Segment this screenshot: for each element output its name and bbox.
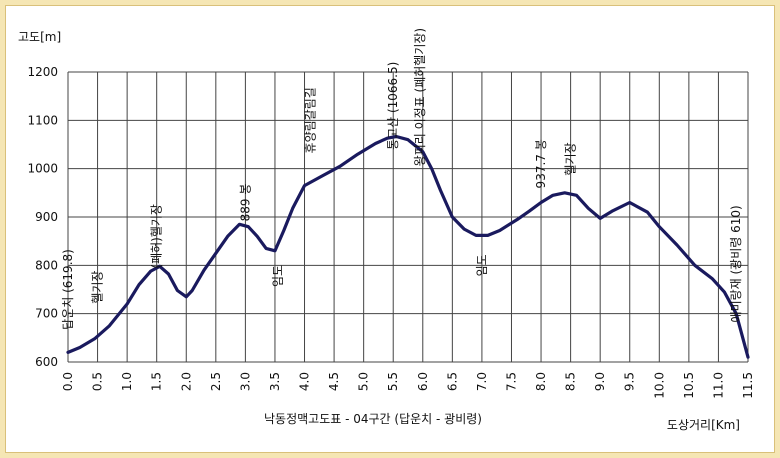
y-axis-label: 고도[m] (18, 30, 61, 44)
x-tick-label: 11.0 (711, 372, 725, 399)
x-tick-label: 7.5 (504, 372, 518, 391)
x-tick-label: 5.0 (357, 372, 371, 391)
y-tick-label: 600 (35, 355, 58, 369)
annotation-label: 답운치 (619.8) (61, 249, 75, 330)
y-tick-label: 700 (35, 307, 58, 321)
annotation-label: (폐허)헬기장 (150, 204, 164, 269)
annotation-label: 헬기장 (564, 142, 578, 175)
x-tick-label: 11.5 (741, 372, 755, 399)
annotation-label: 왕피리 이정표 (폐허헬기장) (413, 28, 427, 166)
y-tick-label: 1100 (27, 113, 58, 127)
x-tick-label: 6.0 (416, 372, 430, 391)
x-tick-label: 0.5 (91, 372, 105, 391)
chart-caption: 낙동정맥고도표 - 04구간 (답운치 - 광비령) (264, 412, 482, 426)
x-tick-label: 4.0 (298, 372, 312, 391)
y-tick-label: 900 (35, 210, 58, 224)
annotation-label: 889 봉 (238, 184, 252, 222)
x-tick-label: 5.5 (386, 372, 400, 391)
elevation-chart: 600 700 800 900 1000 1100 1200 0.0 0.5 1.0 1.5 2.0… (18, 28, 755, 432)
annotation-labels: 답운치 (619.8) 헬기장 (폐허)헬기장 889 봉임도 휴양림갈림길 통고산 (1… (61, 28, 743, 330)
x-tick-label: 10.0 (652, 372, 666, 399)
x-tick-label: 9.0 (593, 372, 607, 391)
annotation-label: 헬기장 (91, 271, 105, 304)
x-tick-label: 2.0 (179, 372, 193, 391)
x-tick-label: 4.5 (327, 372, 341, 391)
x-tick-label: 9.5 (623, 372, 637, 391)
x-tick-label: 3.5 (268, 372, 282, 391)
annotation-label: 애미랑재 (광비령 610) (729, 205, 743, 322)
annotation-label: 임도 (475, 254, 489, 276)
x-tick-label: 8.5 (564, 372, 578, 391)
x-axis-label: 도상거리[Km] (667, 418, 740, 432)
y-tick-label: 800 (35, 258, 58, 272)
x-tick-label: 8.0 (534, 372, 548, 391)
x-tick-label: 10.5 (682, 372, 696, 399)
annotation-label: 휴양림갈림길 (303, 87, 317, 153)
annotation-label: 통고산 (1066.5) (386, 62, 400, 150)
grid-lines (67, 71, 749, 363)
x-tick-labels: 0.0 0.5 1.0 1.5 2.0 2.5 3.0 3.5 4.0 4.5 5.0 5.5 6.0 6… (61, 372, 755, 399)
x-tick-label: 7.0 (475, 372, 489, 391)
y-tick-label: 1200 (27, 65, 58, 79)
x-tick-label: 1.5 (150, 372, 164, 391)
x-tick-label: 2.5 (209, 372, 223, 391)
y-tick-label: 1000 (27, 162, 58, 176)
x-tick-label: 1.0 (120, 372, 134, 391)
x-tick-label: 0.0 (61, 372, 75, 391)
x-tick-label: 3.0 (238, 372, 252, 391)
y-tick-labels: 600 700 800 900 1000 1100 1200 (27, 65, 58, 369)
x-tick-label: 6.5 (445, 372, 459, 391)
annotation-label: 임도 (271, 265, 285, 287)
elevation-line (66, 134, 750, 359)
annotation-label: 937.7 봉 (534, 139, 548, 188)
